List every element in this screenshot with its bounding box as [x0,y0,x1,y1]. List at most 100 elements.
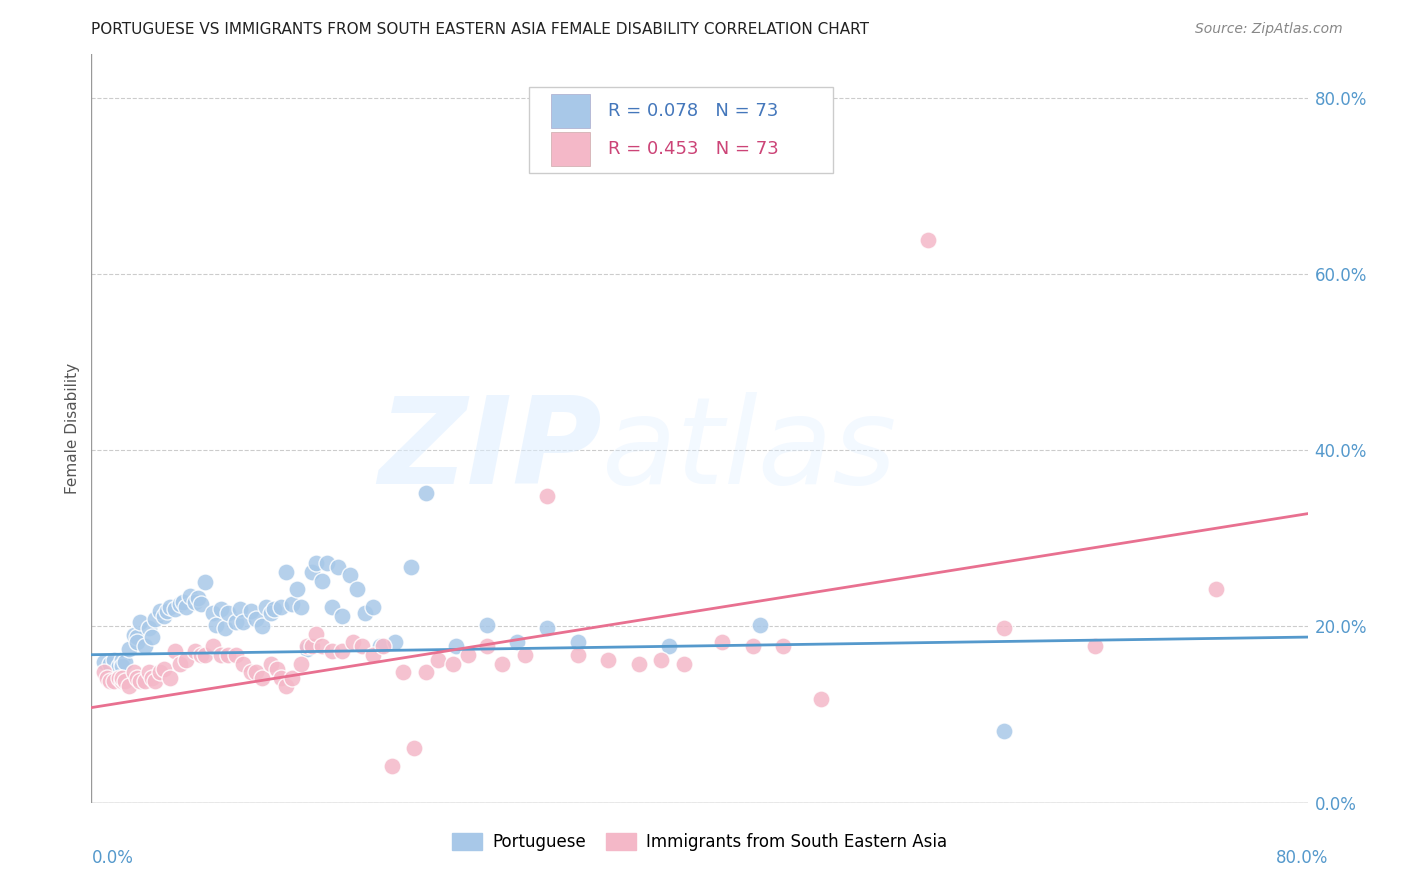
Point [311,639,333,653]
FancyBboxPatch shape [529,87,834,173]
Point [384,635,406,649]
Point [129,674,152,689]
Point [444,639,467,653]
Point [103,674,125,689]
Text: ZIP: ZIP [378,392,602,509]
Point [316,556,339,570]
Point [184,595,207,609]
Point [297,641,319,656]
Point [399,559,422,574]
Point [741,639,763,653]
Point [266,662,288,676]
Point [330,608,353,623]
Point [311,574,333,588]
Point [163,602,186,616]
Text: R = 0.453   N = 73: R = 0.453 N = 73 [609,140,779,158]
Point [187,591,209,606]
Point [156,604,179,618]
Point [373,639,395,653]
Point [350,639,373,653]
Point [143,674,166,689]
Point [107,659,129,673]
Point [381,758,404,772]
Point [415,665,437,680]
Point [172,595,194,609]
Point [263,602,285,616]
Point [174,653,197,667]
Point [250,671,273,685]
Point [122,628,145,642]
Point [305,626,328,640]
Point [270,671,292,685]
Point [342,635,364,649]
Text: PORTUGUESE VS IMMIGRANTS FROM SOUTH EASTERN ASIA FEMALE DISABILITY CORRELATION C: PORTUGUESE VS IMMIGRANTS FROM SOUTH EAST… [91,22,869,37]
Point [441,657,464,671]
Point [184,644,207,658]
Point [93,665,115,680]
Point [214,621,236,635]
Point [229,602,252,616]
Point [326,559,349,574]
Point [330,644,353,658]
Point [658,639,681,653]
Point [536,621,558,635]
Point [274,680,297,694]
Point [217,648,239,662]
Point [125,671,148,685]
Point [190,648,212,662]
Point [143,612,166,626]
Point [111,653,134,667]
Point [111,671,134,685]
Point [1205,582,1227,597]
Point [118,680,141,694]
Point [917,234,939,248]
Point [457,648,479,662]
Point [513,648,536,662]
Point [232,615,254,629]
Point [346,582,368,597]
Point [103,653,125,667]
Point [1084,639,1107,653]
Point [285,582,308,597]
Point [245,665,267,680]
Point [361,600,384,615]
Point [138,665,160,680]
Point [254,600,277,615]
Point [153,608,176,623]
Point [93,655,115,669]
Point [711,635,734,649]
Point [96,671,118,685]
Text: 80.0%: 80.0% [1277,849,1329,867]
Point [225,615,247,629]
Point [134,639,156,653]
Point [321,644,343,658]
Point [290,657,312,671]
Point [402,741,425,756]
Point [427,653,450,667]
Point [281,671,304,685]
Point [993,723,1015,738]
Point [141,630,163,644]
Point [111,659,134,673]
Point [567,635,589,649]
Point [290,600,312,615]
Point [339,568,361,582]
Legend: Portuguese, Immigrants from South Eastern Asia: Portuguese, Immigrants from South Easter… [446,827,953,858]
Text: 0.0%: 0.0% [91,849,134,867]
Point [202,639,225,653]
Point [993,621,1015,635]
Point [475,639,498,653]
Point [650,653,672,667]
Point [174,600,197,615]
Point [217,607,239,621]
Point [260,607,283,621]
Point [209,602,232,616]
Text: R = 0.078   N = 73: R = 0.078 N = 73 [609,103,779,120]
Point [107,671,129,685]
Point [536,489,558,503]
Point [673,657,696,671]
Point [415,485,437,500]
Point [321,600,343,615]
Point [114,655,136,669]
Point [274,565,297,579]
